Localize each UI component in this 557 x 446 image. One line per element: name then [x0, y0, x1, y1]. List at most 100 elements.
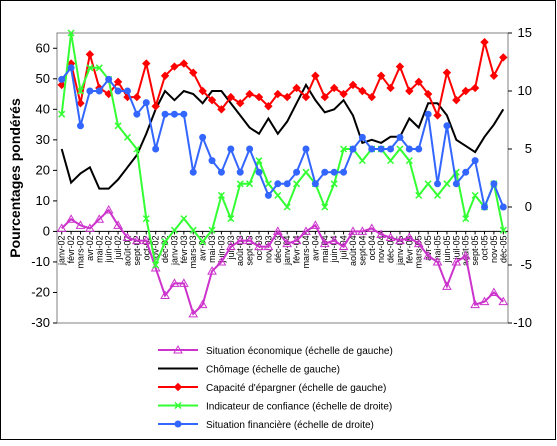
data-point [274, 191, 282, 199]
data-point [207, 95, 217, 105]
x-tick-label: nov-04 [376, 235, 386, 263]
x-tick-label: sept-05 [470, 235, 480, 265]
x-tick-label: oct-05 [480, 235, 490, 260]
x-tick-label: mars-02 [75, 235, 85, 268]
data-point [414, 77, 423, 87]
data-point [471, 157, 479, 165]
data-point [170, 110, 178, 118]
data-point [58, 110, 66, 118]
legend-label: Indicateur de confiance (échelle de droi… [206, 402, 392, 413]
y2-tick-label: -5 [520, 257, 532, 272]
data-point [76, 87, 85, 95]
data-point [263, 241, 274, 251]
legend-label: Chômage (échelle de gauche) [206, 365, 340, 376]
data-point [255, 168, 263, 176]
data-point [188, 308, 199, 318]
data-point [180, 110, 188, 118]
data-point [85, 50, 95, 59]
data-point [293, 168, 301, 176]
data-point [208, 226, 216, 234]
data-point [169, 278, 180, 287]
data-point [470, 83, 480, 93]
data-point [387, 157, 395, 165]
x-tick-label: sept-04 [357, 235, 367, 265]
x-tick-label: avr-02 [85, 235, 95, 261]
data-point [340, 145, 348, 153]
x-tick-label: mai-04 [320, 235, 330, 263]
data-point [321, 168, 329, 176]
data-point [434, 180, 442, 188]
x-tick-label: févr-05 [404, 235, 414, 263]
data-point [67, 29, 75, 37]
data-point [170, 226, 178, 234]
data-point [395, 235, 405, 245]
x-tick-label: déc-05 [498, 235, 508, 263]
data-point [95, 64, 103, 72]
x-tick-label: juin-02 [104, 235, 114, 263]
legend-marker [173, 382, 183, 392]
data-point [236, 168, 244, 176]
data-point [481, 203, 489, 211]
data-point [499, 53, 508, 62]
data-point [366, 223, 377, 232]
data-point [415, 145, 423, 153]
data-point [152, 261, 160, 269]
x-tick-label: juin-05 [442, 235, 452, 263]
data-point [339, 89, 348, 99]
data-point [217, 191, 225, 199]
x-tick-label: déc-03 [273, 235, 283, 263]
data-point [76, 122, 84, 130]
data-point [319, 238, 330, 248]
data-point [274, 180, 282, 188]
data-point [367, 92, 376, 102]
data-point [340, 168, 348, 176]
data-point [264, 102, 273, 111]
data-point [236, 180, 244, 188]
data-point [66, 214, 76, 223]
data-point [302, 145, 310, 153]
data-point [479, 296, 490, 306]
data-point [413, 238, 424, 248]
y-tick-label: 0 [43, 223, 50, 238]
data-point [358, 157, 366, 165]
data-point [114, 87, 122, 95]
x-tick-label: juin-04 [329, 235, 339, 263]
data-point [198, 86, 207, 96]
x-tick-label: nov-05 [489, 235, 499, 263]
data-point [368, 145, 376, 153]
data-point [245, 89, 254, 99]
data-point [199, 133, 207, 141]
data-point [423, 89, 433, 99]
plot-area [56, 32, 509, 324]
x-tick-label: janv-02 [57, 235, 67, 266]
data-point [141, 235, 152, 245]
data-point [114, 122, 122, 130]
data-point [452, 95, 461, 105]
data-point [67, 64, 75, 72]
data-point [301, 92, 311, 102]
data-point [227, 215, 235, 223]
data-point [57, 80, 66, 90]
data-point [452, 180, 460, 188]
y2-tick-label: 0 [525, 199, 532, 214]
data-point [301, 226, 311, 235]
x-tick-label: déc-02 [160, 235, 170, 263]
data-point [199, 238, 207, 246]
data-point [142, 215, 150, 223]
data-point [451, 256, 462, 266]
data-point [56, 223, 67, 232]
data-point [405, 145, 413, 153]
data-point [216, 256, 227, 266]
data-point [311, 71, 320, 80]
data-point [133, 145, 141, 153]
data-point [321, 203, 329, 211]
data-point [170, 62, 179, 71]
x-tick-label: juil-04 [339, 235, 349, 260]
data-point [264, 191, 272, 199]
x-tick-label: mai-02 [94, 235, 104, 263]
x-tick-label: juin-03 [216, 235, 226, 263]
data-point [161, 110, 169, 118]
data-point [254, 241, 264, 251]
data-point [160, 71, 170, 80]
legend-marker [174, 401, 182, 410]
